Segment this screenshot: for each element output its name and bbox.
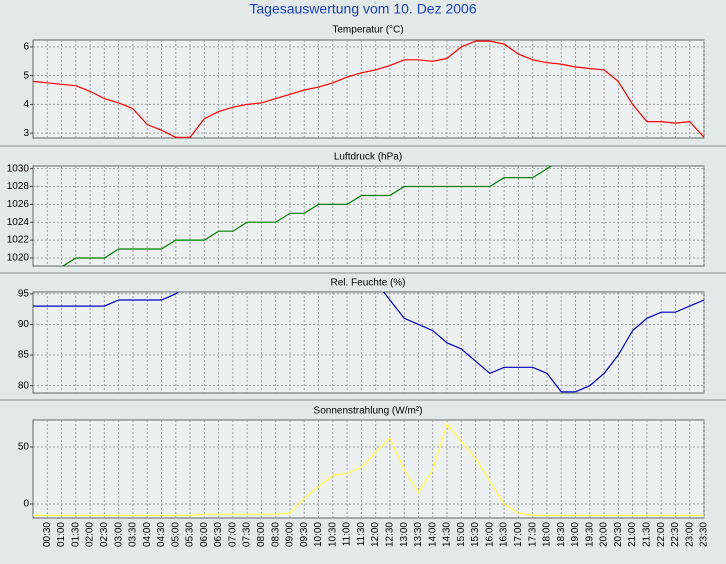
y-tick-label: 80 [18, 380, 30, 391]
x-tick-label: 04:00 [142, 522, 153, 547]
x-tick-label: 11:30 [356, 522, 367, 547]
y-tick-label: 90 [18, 319, 30, 330]
x-tick-label: 14:00 [427, 522, 438, 547]
panel-title: Luftdruck (hPa) [334, 152, 402, 163]
y-tick-label: 3 [23, 128, 29, 139]
y-tick-label: 85 [18, 350, 30, 361]
x-tick-label: 19:30 [584, 522, 595, 547]
x-tick-label: 20:30 [613, 522, 624, 547]
x-tick-label: 12:30 [385, 522, 396, 547]
x-tick-label: 07:30 [242, 522, 253, 547]
y-tick-label: 95 [18, 288, 30, 299]
series [33, 40, 704, 138]
x-tick-label: 10:00 [313, 522, 324, 547]
y-tick-label: 1024 [7, 217, 30, 228]
x-tick-label: 04:30 [156, 522, 167, 547]
x-tick-label: 02:30 [99, 522, 110, 547]
panel-title: Rel. Feuchte (%) [330, 278, 405, 289]
x-tick-label: 12:00 [370, 522, 381, 547]
series [61, 166, 553, 266]
x-tick-label: 07:00 [228, 522, 239, 547]
x-tick-label: 21:30 [642, 522, 653, 547]
x-tick-label: 19:00 [570, 522, 581, 547]
y-tick-label: 1022 [7, 235, 30, 246]
x-tick-label: 06:00 [199, 522, 210, 547]
x-tick-label: 10:30 [327, 522, 338, 547]
x-tick-label: 05:30 [185, 522, 196, 547]
x-tick-label: 15:30 [470, 522, 481, 547]
x-tick-label: 16:30 [499, 522, 510, 547]
x-tick-label: 03:00 [113, 522, 124, 547]
y-tick-label: 1030 [7, 163, 30, 174]
x-tick-label: 03:30 [128, 522, 139, 547]
x-tick-label: 01:00 [56, 522, 67, 547]
plot-area [32, 165, 705, 267]
data-line [33, 422, 704, 516]
y-tick-label: 1020 [7, 253, 30, 264]
panel-title: Sonnenstrahlung (W/m²) [314, 406, 423, 417]
series [33, 422, 704, 516]
x-tick-label: 05:00 [170, 522, 181, 547]
panel-title: Temperatur (°C) [332, 25, 403, 36]
x-tick-label: 08:00 [256, 522, 267, 547]
y-tick-label: 1026 [7, 199, 30, 210]
x-tick-label: 02:00 [85, 522, 96, 547]
x-tick-label: 23:30 [699, 522, 710, 547]
y-tick-label: 4 [23, 99, 29, 110]
x-tick-label: 01:30 [70, 522, 81, 547]
x-tick-label: 15:00 [456, 522, 467, 547]
y-tick-label: 6 [23, 42, 29, 53]
data-line [33, 40, 704, 138]
data-line [61, 166, 553, 266]
x-tick-label: 22:00 [656, 522, 667, 547]
plot-area [32, 419, 705, 519]
y-tick-label: 5 [23, 70, 29, 81]
x-tick-label: 00:30 [42, 522, 53, 547]
y-tick-label: 1028 [7, 181, 30, 192]
x-tick-label: 06:30 [213, 522, 224, 547]
data-line [33, 292, 704, 393]
x-tick-label: 09:30 [299, 522, 310, 547]
x-tick-label: 09:00 [285, 522, 296, 547]
x-tick-label: 22:30 [670, 522, 681, 547]
y-tick-label: 50 [18, 442, 30, 453]
x-tick-label: 13:00 [399, 522, 410, 547]
page-title: Tagesauswertung vom 10. Dez 2006 [249, 1, 476, 17]
x-tick-label: 21:00 [627, 522, 638, 547]
y-tick-label: 0 [23, 499, 29, 510]
x-tick-label: 17:00 [513, 522, 524, 547]
x-tick-label: 16:00 [485, 522, 496, 547]
plot-area [32, 291, 705, 394]
x-tick-label: 20:00 [599, 522, 610, 547]
plot-area [32, 39, 705, 139]
x-tick-label: 13:30 [413, 522, 424, 547]
x-tick-label: 18:30 [556, 522, 567, 547]
series [33, 292, 704, 393]
x-tick-label: 08:30 [270, 522, 281, 547]
x-tick-label: 18:00 [542, 522, 553, 547]
x-tick-label: 11:00 [342, 522, 353, 547]
x-tick-label: 23:00 [684, 522, 695, 547]
x-tick-label: 14:30 [442, 522, 453, 547]
x-tick-label: 17:30 [527, 522, 538, 547]
